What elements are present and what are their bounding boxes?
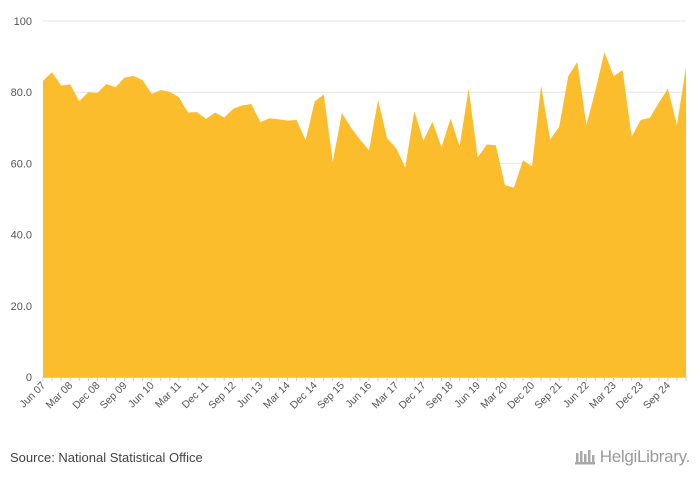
x-tick-label: Mar 20	[478, 380, 510, 412]
x-tick-label: Mar 14	[261, 380, 293, 412]
y-tick-label: 40.0	[11, 230, 32, 242]
x-tick-label: Sep 18	[424, 380, 456, 412]
x-tick-label: Sep 09	[98, 380, 130, 412]
area-series-fill	[43, 51, 686, 377]
x-tick-label: Jun 16	[343, 380, 374, 411]
x-tick-label: Dec 11	[180, 380, 212, 412]
x-tick-label: Dec 14	[288, 380, 320, 412]
y-tick-label: 20.0	[11, 301, 32, 313]
x-tick-label: Mar 11	[153, 380, 184, 411]
area-series	[43, 51, 686, 377]
library-logo-icon	[574, 450, 595, 465]
helgi-library-logo[interactable]: HelgiLibrary.	[574, 447, 690, 467]
x-tick-label: Jun 07	[17, 380, 48, 411]
x-tick-label: Sep 15	[315, 380, 347, 412]
x-tick-label: Jun 10	[126, 380, 157, 411]
x-tick-label: Jun 19	[452, 380, 483, 411]
x-axis	[42, 377, 687, 381]
x-tick-label: Jun 22	[561, 380, 592, 411]
x-tick-label: Sep 21	[532, 380, 564, 412]
source-note: Source: National Statistical Office	[10, 450, 203, 465]
x-tick-label: Dec 23	[614, 380, 646, 412]
y-tick-label: 0	[26, 372, 32, 384]
x-tick-label: Dec 08	[70, 380, 102, 412]
brand-name: HelgiLibrary.	[599, 447, 691, 466]
x-tick-label: Sep 24	[641, 380, 673, 412]
x-tick-label: Dec 20	[505, 380, 537, 412]
x-tick-label: Jun 13	[235, 380, 266, 411]
y-tick-label: 100	[14, 16, 32, 28]
y-tick-label: 60.0	[11, 158, 32, 170]
y-tick-label: 80.0	[11, 87, 32, 99]
x-tick-label: Mar 17	[370, 380, 402, 412]
x-tick-label: Sep 12	[206, 380, 238, 412]
y-axis: 0 20.0 40.0 60.0 80.0 100	[11, 16, 32, 384]
x-tick-label: Dec 17	[396, 380, 428, 412]
x-tick-label: Mar 08	[44, 380, 76, 412]
x-tick-label: Mar 23	[587, 380, 619, 412]
